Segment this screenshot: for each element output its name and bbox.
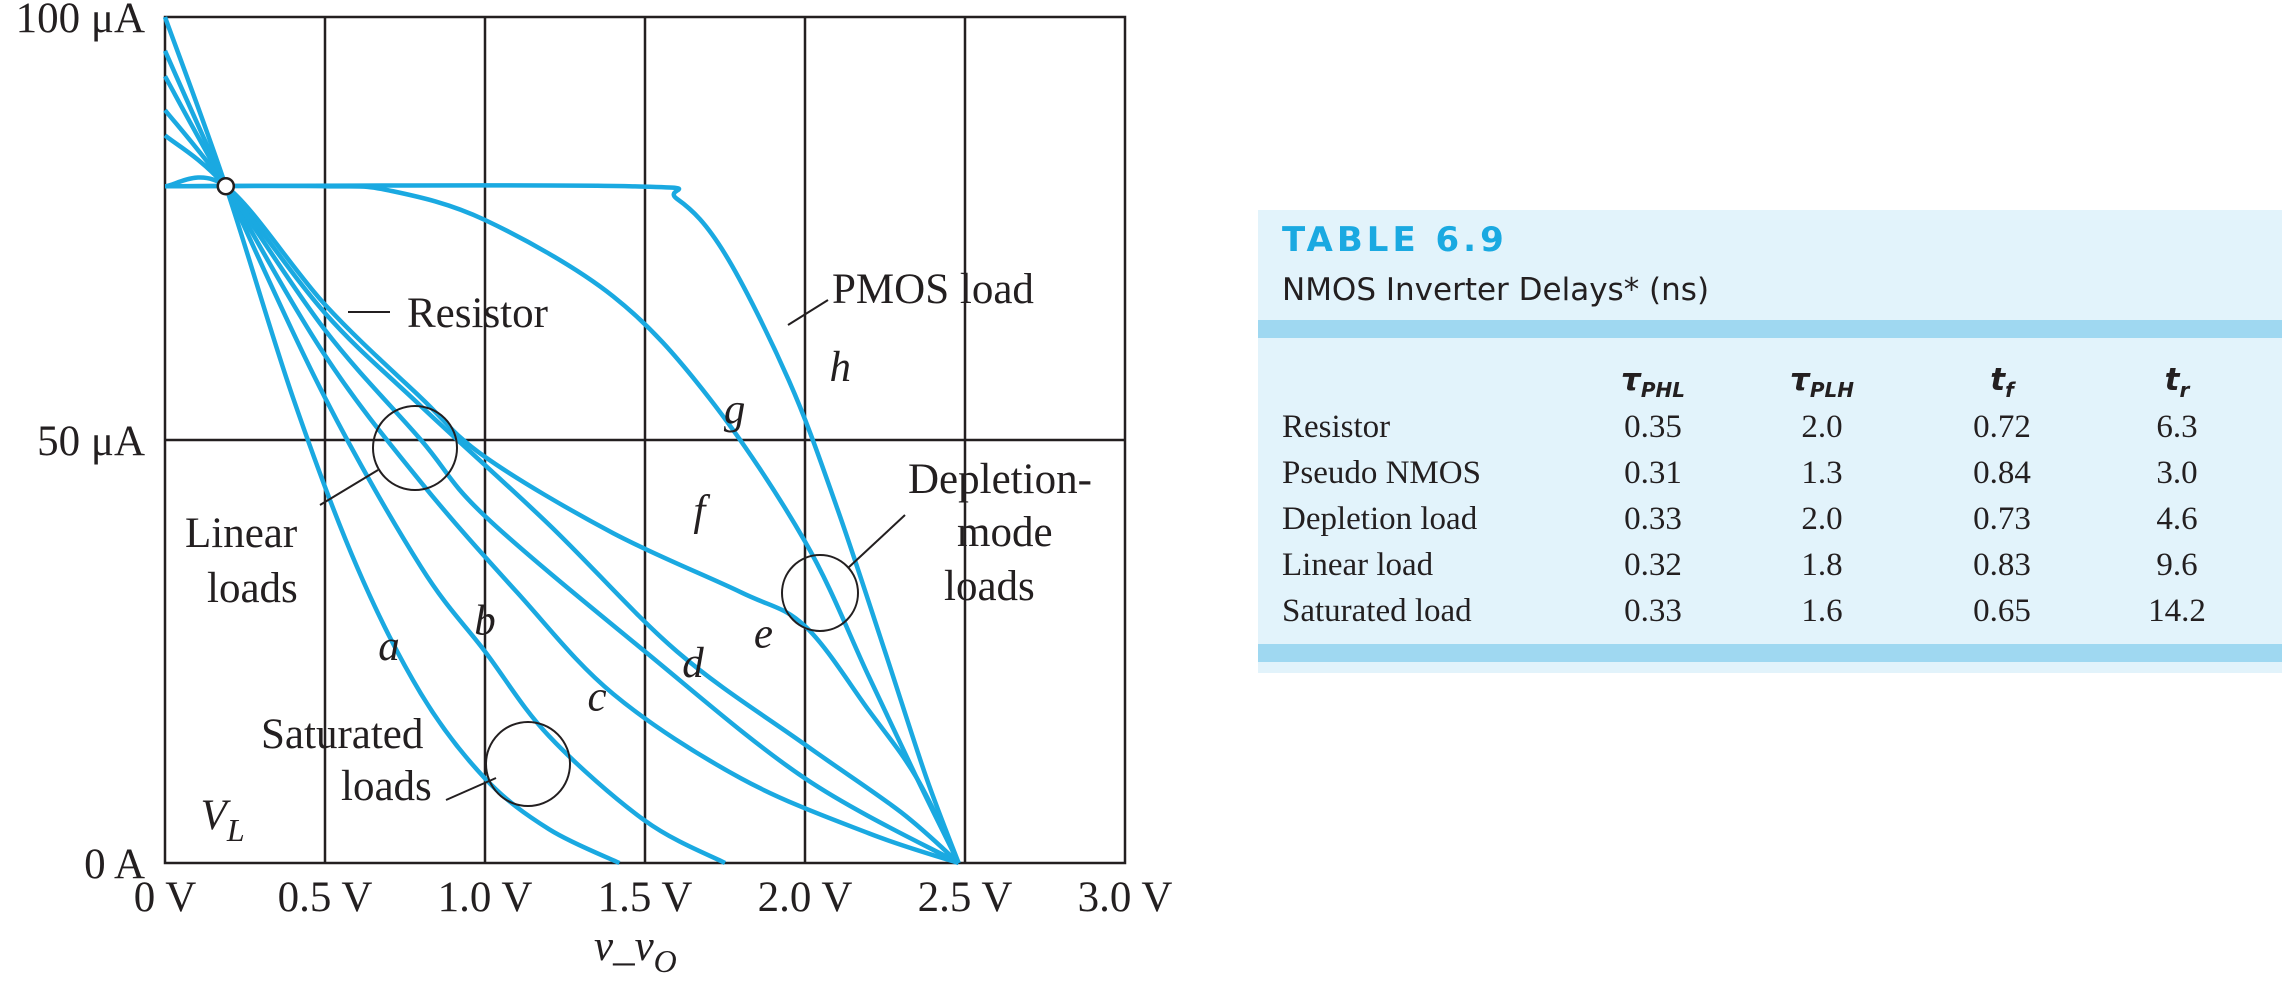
pmos-label: PMOS load — [832, 266, 1034, 313]
cell: 0.73 — [1973, 501, 2031, 537]
x-tick-label: 0 V — [134, 874, 197, 921]
cell: 1.3 — [1801, 455, 1843, 491]
x-tick-label: 3.0 V — [1078, 874, 1173, 921]
row-label: Resistor — [1282, 409, 1391, 445]
curve-label-f: f — [693, 488, 710, 535]
table-bottom-band — [1258, 644, 2282, 662]
row-label: Pseudo NMOS — [1282, 455, 1481, 491]
saturated-leader — [445, 777, 497, 801]
series-line-e — [163, 133, 961, 865]
depletion-label-line3: loads — [944, 563, 1035, 610]
row-label: Saturated load — [1282, 593, 1472, 629]
cell: 0.84 — [1973, 455, 2031, 491]
table-row: Depletion load 0.33 2.0 0.73 4.6 — [1282, 496, 2262, 542]
header-tau-phl: τPHL — [1621, 361, 1685, 403]
series-line-h — [164, 183, 961, 864]
annotations: Resistor PMOS load Linear loads Depletio… — [185, 266, 1092, 810]
series-line-d — [163, 108, 960, 865]
y-tick-label: 100 μA — [16, 0, 145, 42]
x-axis-label: v_vO — [594, 923, 677, 979]
table-row: Pseudo NMOS 0.31 1.3 0.84 3.0 — [1282, 450, 2262, 496]
series-line-b — [162, 49, 727, 865]
x-tick-label: 2.5 V — [918, 874, 1013, 921]
cell: 14.2 — [2148, 593, 2206, 629]
x-tick-label: 1.0 V — [438, 874, 533, 921]
grid — [163, 15, 1127, 865]
cell: 1.6 — [1801, 593, 1843, 629]
series-line-f — [164, 175, 961, 864]
table-title-prefix: TABLE — [1282, 220, 1420, 260]
x-tick-label: 0.5 V — [278, 874, 373, 921]
series-line-c — [163, 75, 960, 866]
curve-label-e: e — [754, 610, 773, 657]
header-tau-plh: τPLH — [1790, 361, 1854, 403]
depletion-label-line1: Depletion- — [908, 456, 1092, 503]
curve-label-g: g — [724, 386, 746, 433]
delay-table: τPHL τPLH tf tr Resistor 0.35 2.0 0.72 6… — [1282, 360, 2262, 634]
saturated-label-line2: loads — [341, 763, 432, 810]
load-curves-chart: 0 V 0.5 V 1.0 V 1.5 V 2.0 V 2.5 V 3.0 V 0 A 50 μ… — [16, 0, 1173, 979]
header-t-r: tr — [2164, 361, 2190, 403]
cell: 0.35 — [1624, 409, 1682, 445]
cell: 6.3 — [2156, 409, 2198, 445]
curves — [162, 16, 961, 866]
cell: 0.72 — [1973, 409, 2031, 445]
linear-label-line1: Linear — [185, 510, 297, 557]
y-tick-label: 50 μA — [37, 418, 145, 465]
cell: 0.83 — [1973, 547, 2031, 583]
curve-label-h: h — [829, 344, 851, 391]
table-title: TABLE 6.9 — [1282, 220, 1508, 260]
operating-point-marker — [216, 176, 236, 196]
table-title-number: 6.9 — [1435, 220, 1508, 260]
cell: 3.0 — [2156, 455, 2198, 491]
header-t-f: tf — [1990, 361, 2014, 403]
x-tick-label: 1.5 V — [598, 874, 693, 921]
linear-label-line2: loads — [207, 565, 298, 612]
table-row: Resistor 0.35 2.0 0.72 6.3 — [1282, 404, 2262, 450]
cell: 0.32 — [1624, 547, 1682, 583]
cell: 0.65 — [1973, 593, 2031, 629]
curve-label-b: b — [474, 598, 496, 645]
cell: 2.0 — [1801, 409, 1843, 445]
linear-loads-circle — [372, 405, 458, 491]
curve-label-d: d — [682, 640, 704, 687]
depletion-leader — [847, 514, 906, 569]
pmos-leader — [787, 299, 829, 326]
x-tick-label: 2.0 V — [758, 874, 853, 921]
curve-label-V: VL — [201, 792, 245, 848]
row-label: Depletion load — [1282, 501, 1478, 537]
table-top-band — [1258, 320, 2282, 338]
table-row: Linear load 0.32 1.8 0.83 9.6 — [1282, 542, 2262, 588]
cell: 4.6 — [2156, 501, 2198, 537]
depletion-label-line2: mode — [957, 509, 1053, 556]
cell: 2.0 — [1801, 501, 1843, 537]
depletion-loads-circle — [781, 554, 859, 632]
cell: 0.31 — [1624, 455, 1682, 491]
cell: 0.33 — [1624, 501, 1682, 537]
curve-label-c: c — [587, 674, 606, 721]
header-blank — [1282, 360, 1574, 404]
linear-leader — [319, 469, 379, 506]
resistor-label: Resistor — [407, 290, 548, 337]
y-tick-label: 0 A — [84, 841, 145, 888]
cell: 9.6 — [2156, 547, 2198, 583]
saturated-loads-circle — [485, 721, 571, 807]
table-row: Saturated load 0.33 1.6 0.65 14.2 — [1282, 588, 2262, 634]
vl-subscript: L — [226, 812, 245, 848]
table-header-row: τPHL τPLH tf tr — [1282, 360, 2262, 404]
delay-table-panel: TABLE 6.9 NMOS Inverter Delays* (ns) τPH… — [1258, 210, 2282, 673]
axis-ticks: 0 V 0.5 V 1.0 V 1.5 V 2.0 V 2.5 V 3.0 V 0 A 50 μ… — [16, 0, 1173, 921]
curve-labels: a b c d e f g h VL — [201, 344, 851, 848]
cell: 1.8 — [1801, 547, 1843, 583]
row-label: Linear load — [1282, 547, 1434, 583]
saturated-label-line1: Saturated — [261, 711, 423, 758]
curve-label-a: a — [378, 623, 400, 670]
table-subtitle: NMOS Inverter Delays* (ns) — [1282, 272, 1710, 308]
cell: 0.33 — [1624, 593, 1682, 629]
